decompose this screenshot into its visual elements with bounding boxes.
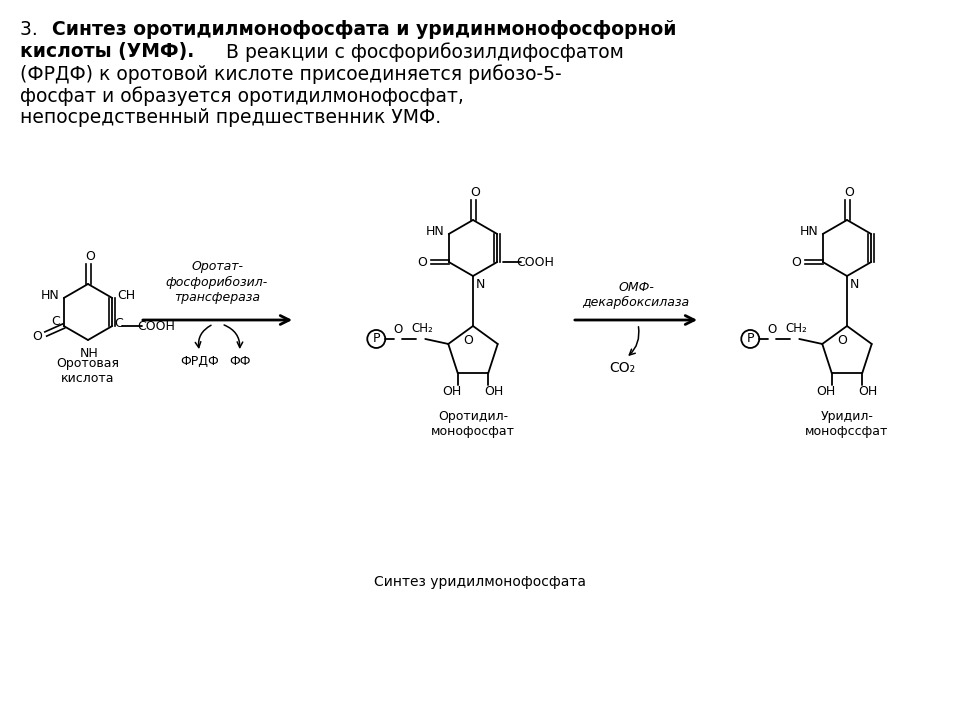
Text: C: C [52,315,60,328]
Text: Синтез оротидилмонофосфата и уридинмонофосфорной: Синтез оротидилмонофосфата и уридинмоноф… [52,20,677,39]
Text: ОМФ-
декарбоксилаза: ОМФ- декарбоксилаза [583,281,689,309]
Text: HN: HN [425,225,444,238]
Text: Синтез уридилмонофосфата: Синтез уридилмонофосфата [374,575,586,589]
Text: O: O [394,323,403,336]
Text: HN: HN [800,225,818,238]
Text: HN: HN [40,289,60,302]
Text: COOH: COOH [137,320,175,333]
Text: 3.: 3. [20,20,44,39]
Text: CH: CH [117,289,135,302]
Text: O: O [417,256,426,269]
Text: фосфат и образуется оротидилмонофосфат,: фосфат и образуется оротидилмонофосфат, [20,86,464,106]
Text: P: P [747,333,754,346]
Text: ФФ: ФФ [228,354,251,367]
Text: Оротовая
кислота: Оротовая кислота [57,357,119,385]
Text: Оротат-
фосфорибозил-
трансфераза: Оротат- фосфорибозил- трансфераза [166,261,268,304]
Text: O: O [844,186,854,199]
Text: непосредственный предшественник УМФ.: непосредственный предшественник УМФ. [20,108,442,127]
Text: COOH: COOH [516,256,554,269]
Text: N: N [850,277,858,290]
Text: NH: NH [80,346,98,359]
Text: Уридил-
монофссфат: Уридил- монофссфат [805,410,889,438]
Text: OH: OH [858,384,877,397]
Text: O: O [32,330,41,343]
Text: CH₂: CH₂ [412,323,433,336]
Text: O: O [768,323,777,336]
Text: В реакции с фосфорибозилдифосфатом: В реакции с фосфорибозилдифосфатом [220,42,624,62]
Text: OH: OH [485,384,504,397]
Text: OH: OH [443,384,462,397]
Text: O: O [791,256,801,269]
Text: CH₂: CH₂ [785,323,807,336]
Text: CO₂: CO₂ [609,361,636,375]
Text: C: C [114,317,123,330]
Text: ФРДФ: ФРДФ [180,354,219,367]
Text: OH: OH [816,384,835,397]
Text: N: N [475,277,485,290]
Text: (ФРДФ) к оротовой кислоте присоединяется рибозо-5-: (ФРДФ) к оротовой кислоте присоединяется… [20,64,562,84]
Text: P: P [372,333,380,346]
Text: Оротидил-
монофосфат: Оротидил- монофосфат [431,410,515,438]
Text: O: O [463,333,473,346]
Text: O: O [837,333,847,346]
Text: кислоты (УМФ).: кислоты (УМФ). [20,42,194,61]
Text: O: O [85,250,95,263]
Text: O: O [470,186,480,199]
